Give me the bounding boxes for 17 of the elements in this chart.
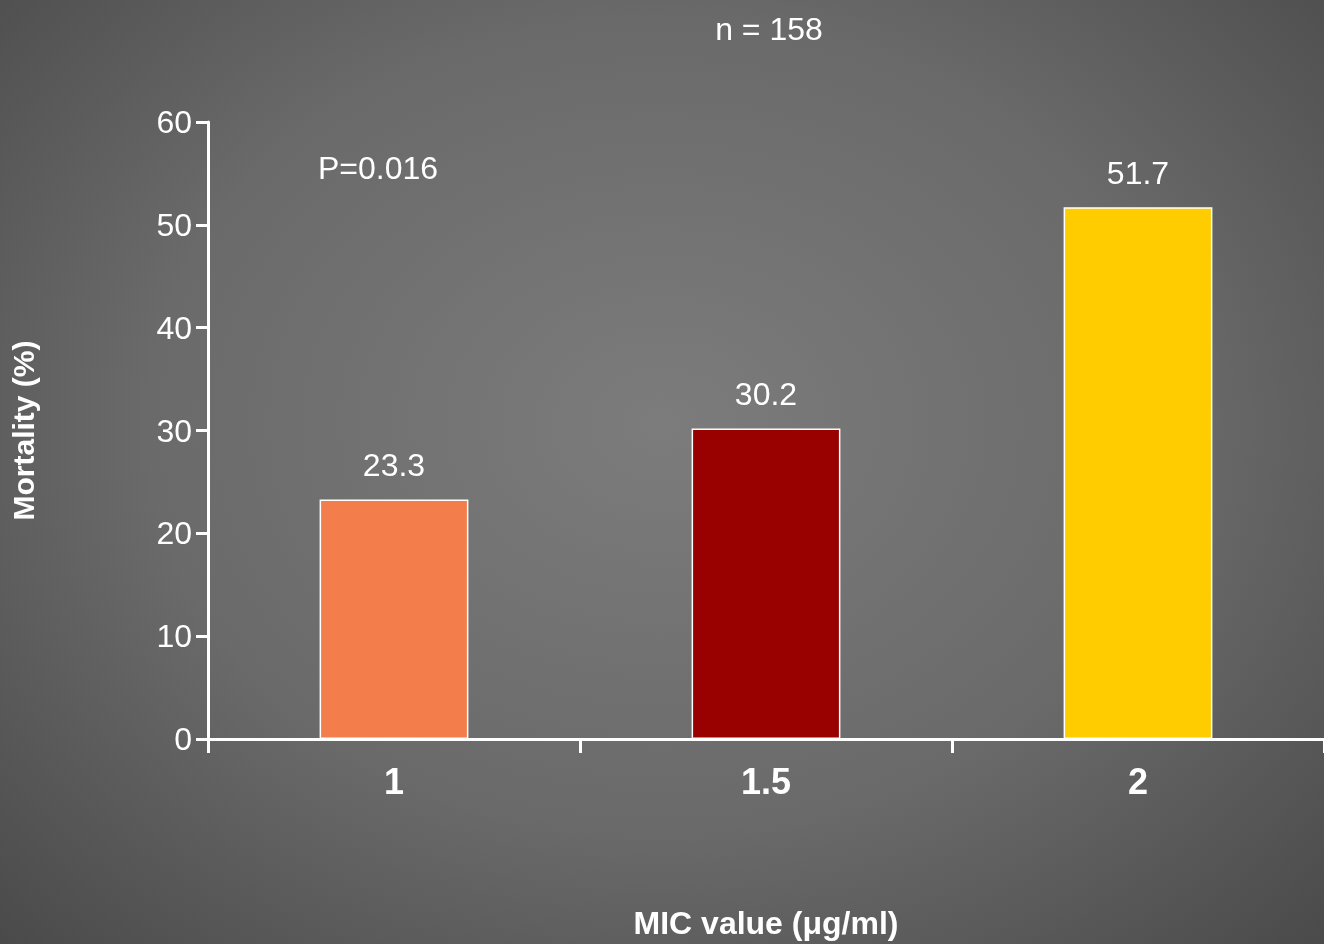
x-tick-label: 1 xyxy=(383,760,405,802)
data-label: 23.3 xyxy=(362,447,426,484)
data-label: 30.2 xyxy=(734,376,798,413)
y-tick-label: 40 xyxy=(156,309,192,346)
y-tick-label: 50 xyxy=(156,206,192,243)
y-tick-label: 30 xyxy=(156,412,192,449)
y-tick-label: 0 xyxy=(174,721,192,757)
annotation: P=0.016 xyxy=(318,150,439,186)
y-tick-label: 60 xyxy=(156,104,192,140)
data-label: 51.7 xyxy=(1106,155,1170,192)
x-axis-title: MIC value (μg/ml) xyxy=(633,905,899,941)
x-tick-label: 1.5 xyxy=(740,760,792,802)
x-tick-label: 2 xyxy=(1127,760,1149,802)
y-tick-label: 10 xyxy=(156,618,192,655)
y-axis-title: Mortality (%) xyxy=(6,340,40,521)
chart-title: n = 158 xyxy=(715,11,823,47)
y-tick-label: 20 xyxy=(156,515,192,552)
